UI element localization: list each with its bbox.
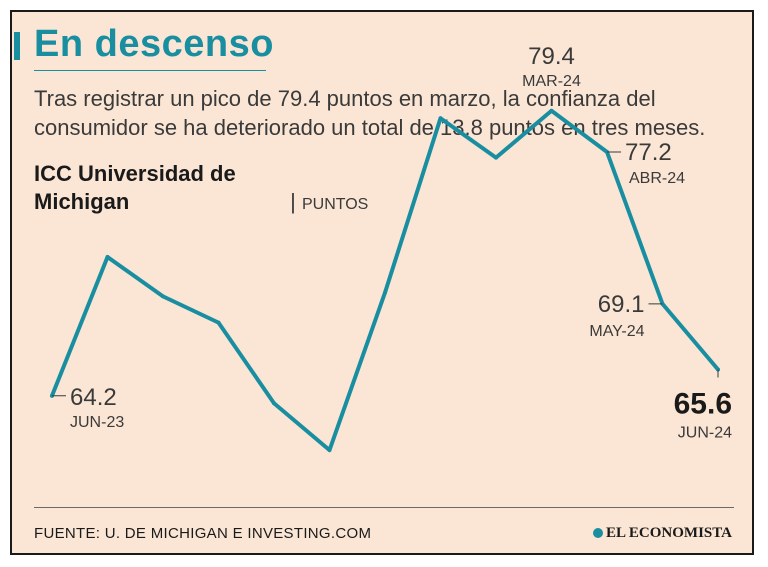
- data-point-ago-23: [161, 294, 165, 299]
- chart-title-block: ICC Universidad de Michigan | PUNTOS: [34, 160, 368, 219]
- page-title: En descenso: [34, 23, 274, 65]
- footer-rule: [34, 507, 734, 508]
- data-point-oct-23: [272, 401, 276, 406]
- line-chart: 64.2 JUN-23 79.4 MAR-24 77.2 ABR-24 69.1 MAY-24…: [50, 43, 732, 453]
- data-point-ene-24: [438, 116, 443, 121]
- data-point-sep-23: [216, 320, 221, 325]
- title-separator: |: [290, 189, 296, 214]
- source-note: FUENTE: U. DE MICHIGAN E INVESTING.COM: [34, 525, 372, 542]
- chart-title: ICC Universidad de Michigan: [34, 161, 236, 214]
- value-label-jun-23: 64.2: [70, 384, 117, 411]
- data-point-jul-23: [105, 255, 110, 259]
- date-label-mar-24: MAR-24: [522, 73, 581, 90]
- title-underline: [34, 70, 266, 71]
- chart-card: En descenso Tras registrar un pico de 79…: [10, 10, 754, 555]
- data-point-nov-23: [327, 448, 332, 453]
- value-label-may-24: 69.1: [598, 291, 645, 318]
- chart-subtitle: Tras registrar un pico de 79.4 puntos en…: [34, 86, 706, 140]
- date-label-jun-23: JUN-23: [70, 414, 124, 431]
- date-label-abr-24: ABR-24: [629, 170, 685, 187]
- data-point-dic-23: [383, 290, 387, 295]
- value-label-abr-24: 77.2: [625, 139, 672, 166]
- date-label-may-24: MAY-24: [589, 323, 644, 340]
- brand-name: EL ECONOMISTA: [606, 525, 732, 541]
- data-point-feb-24: [494, 155, 498, 160]
- data-point-mar-24: [549, 108, 554, 113]
- value-label-jun-24: 65.6: [674, 388, 732, 421]
- date-label-jun-24: JUN-24: [678, 425, 732, 442]
- title-accent-bar: [14, 32, 20, 60]
- brand-dot-icon: [593, 528, 603, 538]
- series-line-icc: [50, 108, 720, 453]
- value-label-mar-24: 79.4: [528, 43, 575, 70]
- brand-logo: EL ECONOMISTA: [593, 525, 732, 542]
- chart-unit: PUNTOS: [301, 196, 369, 213]
